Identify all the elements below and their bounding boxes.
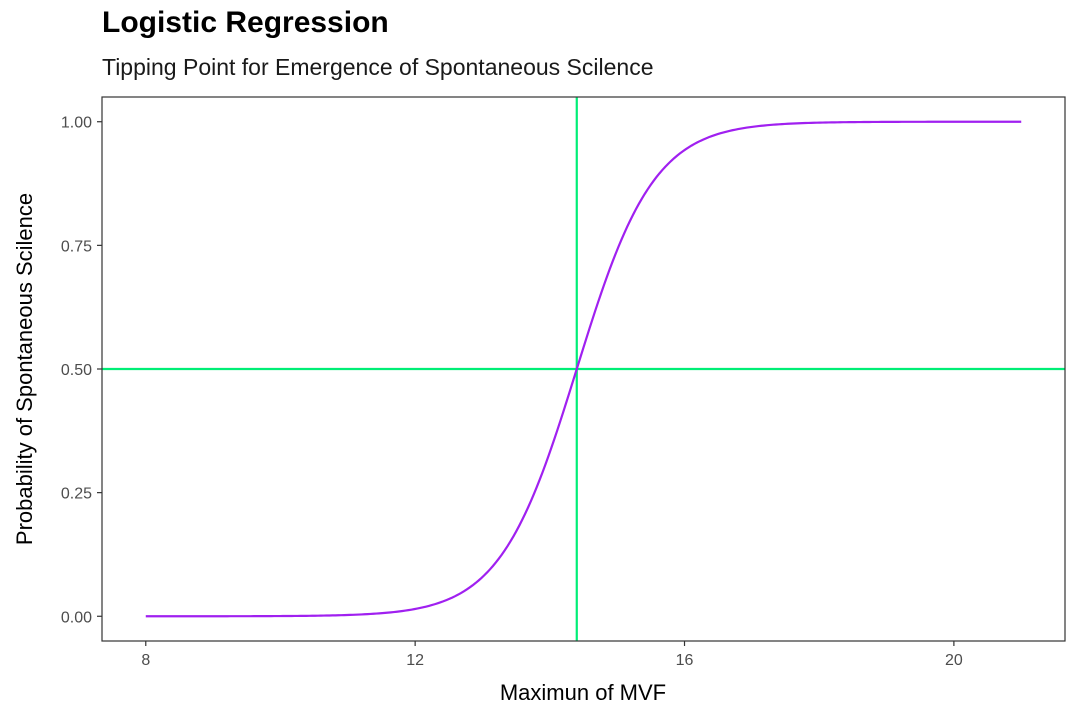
y-tick-label: 0.25 <box>61 486 92 503</box>
y-tick-label: 0.75 <box>61 238 92 255</box>
chart-title: Logistic Regression <box>102 6 389 39</box>
x-tick-label: 8 <box>141 652 150 669</box>
chart-subtitle: Tipping Point for Emergence of Spontaneo… <box>102 54 654 80</box>
x-tick-label: 16 <box>676 652 694 669</box>
y-tick-label: 1.00 <box>61 115 92 132</box>
y-tick-label: 0.50 <box>61 362 92 379</box>
x-tick-label: 12 <box>406 652 424 669</box>
logistic-curve-line <box>145 120 1022 618</box>
x-axis-title: Maximun of MVF <box>500 680 666 705</box>
y-axis-title: Probability of Spontaneous Scilence <box>12 193 37 545</box>
x-tick-label: 20 <box>945 652 963 669</box>
y-tick-label: 0.00 <box>61 609 92 626</box>
